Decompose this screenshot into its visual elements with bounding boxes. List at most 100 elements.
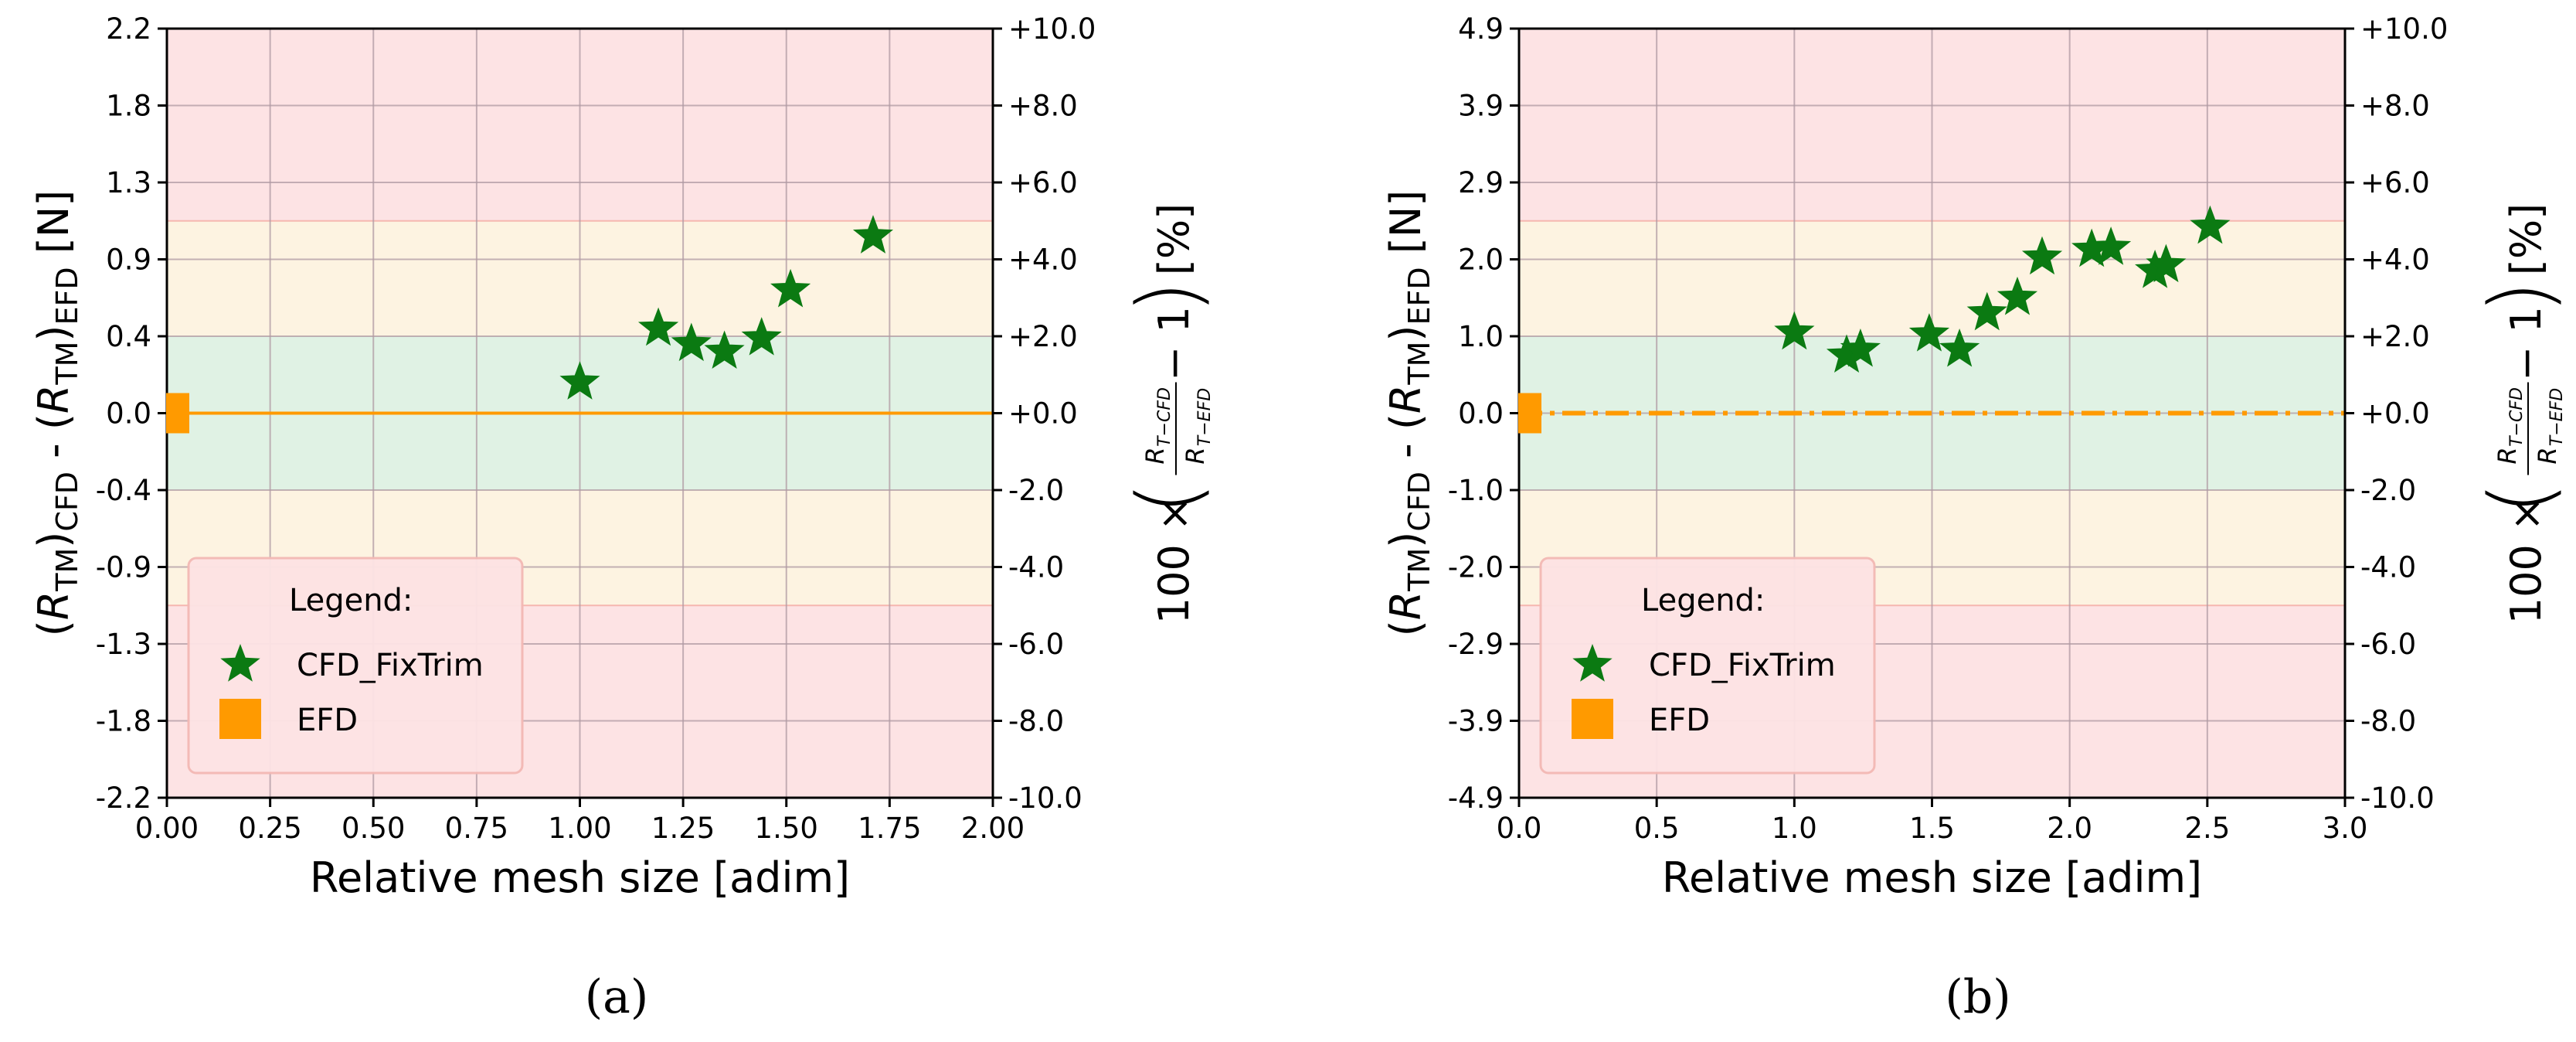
y-tick-label-left: -0.4	[96, 474, 151, 507]
legend-title: Legend:	[289, 583, 413, 618]
right-axis-label-paren: (	[1119, 482, 1218, 515]
legend-label-cfd: CFD_FixTrim	[1649, 648, 1836, 683]
x-tick-label: 1.00	[548, 812, 611, 845]
legend-square-icon	[1572, 699, 1613, 739]
y-tick-label-left: 1.0	[1458, 320, 1504, 353]
x-tick-label: 1.5	[1909, 812, 1955, 845]
left-axis-label-part: EFD	[50, 267, 84, 325]
y-tick-label-right: +2.0	[1008, 320, 1078, 353]
x-tick-label: 2.0	[2047, 812, 2092, 845]
y-tick-label-left: 0.0	[106, 397, 151, 431]
y-tick-label-left: 0.9	[106, 243, 151, 277]
y-tick-label-left: 1.8	[106, 90, 151, 123]
left-axis-label-part: (	[29, 620, 78, 636]
right-axis-label-denominator-sub: T−EFD	[2547, 388, 2567, 446]
left-axis-label-part: CFD	[1402, 472, 1436, 532]
y-tick-label-right: +0.0	[1008, 397, 1078, 431]
y-tick-label-right: +8.0	[1008, 90, 1078, 123]
x-tick-label: 2.00	[961, 812, 1025, 845]
right-axis-label-paren: (	[2471, 482, 2570, 515]
legend-label-efd: EFD	[1649, 703, 1710, 738]
y-tick-label-right: +6.0	[1008, 166, 1078, 199]
cfd-star-point	[1997, 276, 2038, 315]
y-tick-label-right: -6.0	[2360, 628, 2416, 661]
x-tick-label: 1.50	[755, 812, 818, 845]
left-axis-label-part: [N]	[1381, 190, 1430, 267]
y-tick-label-right: +10.0	[1008, 12, 1096, 46]
y-tick-label-right: +10.0	[2360, 12, 2448, 46]
y-tick-label-right: -10.0	[1008, 782, 1082, 815]
x-tick-label: 0.00	[135, 812, 199, 845]
y-tick-label-right: +6.0	[2360, 166, 2430, 199]
left-axis-label-part: CFD	[50, 472, 84, 532]
left-axis-label-part: - (	[29, 414, 78, 472]
right-axis-label-denominator-sub: T−EFD	[1195, 388, 1215, 446]
y-tick-label-left: 2.0	[1458, 243, 1504, 277]
right-axis-label-minus-one: − 1	[1150, 306, 1198, 381]
chart-panel-b: 0.0 0.5 1.0 1.5 2.0 2.5 3.0 4.9 +10.0 3.9 +8.0 2.9 +…	[1381, 12, 2570, 1024]
left-axis-label-part: - (	[1381, 414, 1430, 472]
x-tick-label: 0.0	[1497, 812, 1542, 845]
cfd-star-point	[671, 322, 712, 362]
cfd-star-point	[1939, 328, 1980, 367]
y-tick-label-right: -4.0	[1008, 551, 1064, 584]
legend-label-efd: EFD	[297, 703, 358, 738]
left-axis-label-part: R	[29, 591, 78, 621]
y-tick-label-left: -2.2	[96, 782, 151, 815]
y-tick-label-right: -4.0	[2360, 551, 2416, 584]
y-tick-label-right: +4.0	[1008, 243, 1078, 277]
cfd-star-point	[2190, 205, 2231, 244]
y-tick-label-left: -1.0	[1448, 474, 1504, 507]
y-tick-label-left: 0.0	[1458, 397, 1504, 431]
x-tick-label: 1.25	[651, 812, 715, 845]
right-axis-label-paren: )	[1119, 281, 1218, 314]
right-axis-label-unit: [%]	[2502, 203, 2551, 275]
right-axis-label-factor: 100 ×	[2502, 496, 2551, 624]
efd-square-point	[1518, 393, 1541, 434]
y-tick-label-right: -8.0	[2360, 705, 2416, 738]
y-tick-label-left: -3.9	[1448, 705, 1504, 738]
cfd-star-point	[852, 215, 894, 254]
legend-title: Legend:	[1641, 583, 1765, 618]
cfd-star-point	[1774, 311, 1815, 350]
y-tick-label-right: -8.0	[1008, 705, 1064, 738]
right-axis-label-denominator: R	[2533, 447, 2562, 464]
cfd-star-point	[741, 317, 782, 356]
legend-star-icon	[220, 644, 260, 682]
left-axis-label-part: TM	[1402, 548, 1436, 592]
efd-square-point	[166, 393, 189, 434]
y-tick-label-left: 2.2	[106, 12, 151, 46]
left-axis-label: (RTM)CFD - (RTM)EFD [N]	[29, 190, 84, 637]
x-tick-label: 3.0	[2323, 812, 2368, 845]
x-tick-label: 1.0	[1772, 812, 1817, 845]
cfd-star-point	[559, 361, 600, 400]
right-axis-label-numerator: R	[1140, 447, 1170, 464]
y-tick-label-left: -1.3	[96, 628, 151, 661]
x-tick-label: 0.5	[1634, 812, 1680, 845]
x-axis-label: Relative mesh size [adim]	[310, 853, 850, 902]
y-tick-label-left: 1.3	[106, 166, 151, 199]
y-tick-label-right: +0.0	[2360, 397, 2430, 431]
x-tick-label: 2.5	[2184, 812, 2230, 845]
x-tick-label: 0.25	[238, 812, 301, 845]
left-axis-label-group: (RTM)CFD - (RTM)EFD [N]	[1381, 190, 1436, 637]
left-axis-label-part: EFD	[1402, 267, 1436, 325]
y-tick-label-left: -2.9	[1448, 628, 1504, 661]
left-axis-label-part: R	[1381, 385, 1430, 414]
cfd-star-point	[637, 307, 679, 346]
left-axis-label-part: TM	[1402, 342, 1436, 386]
y-tick-label-right: -2.0	[2360, 474, 2416, 507]
left-axis-label-group: (RTM)CFD - (RTM)EFD [N]	[29, 190, 84, 637]
x-tick-label: 0.75	[445, 812, 508, 845]
left-axis-label: (RTM)CFD - (RTM)EFD [N]	[1381, 190, 1436, 637]
y-tick-label-right: +8.0	[2360, 90, 2430, 123]
cfd-star-point	[1840, 328, 1881, 367]
left-axis-label-part: R	[1381, 591, 1430, 621]
y-tick-label-right: -10.0	[2360, 782, 2435, 815]
right-axis-label-denominator: R	[1181, 447, 1210, 464]
left-axis-label-part: [N]	[29, 190, 78, 267]
x-axis-label: Relative mesh size [adim]	[1662, 853, 2202, 902]
right-axis-label-factor: 100 ×	[1150, 496, 1198, 624]
legend: Legend: CFD_FixTrim EFD	[187, 557, 524, 775]
right-axis-label-numerator-sub: T−CFD	[1155, 387, 1174, 447]
